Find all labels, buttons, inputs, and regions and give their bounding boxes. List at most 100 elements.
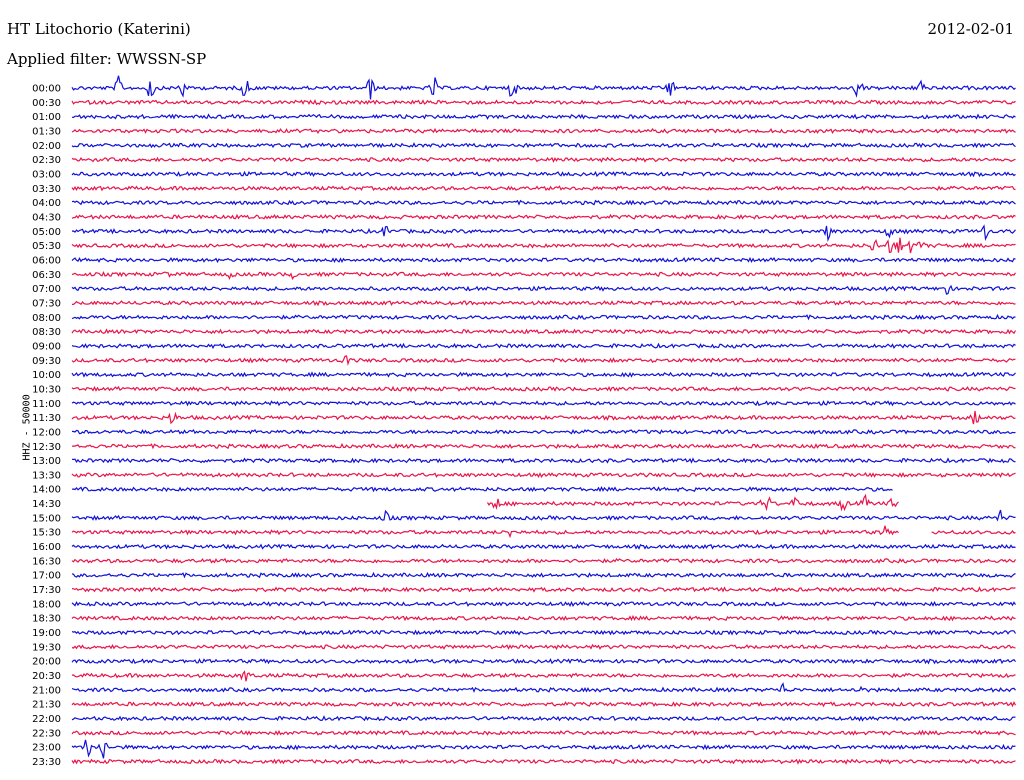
trace-1700: [71, 571, 1016, 579]
row-label-1800: 18:00: [32, 599, 61, 610]
trace-0500: [71, 224, 1016, 243]
row-label-1830: 18:30: [32, 614, 61, 625]
trace-0800: [71, 313, 1016, 321]
trace-2030: [71, 670, 1016, 682]
trace-0230: [71, 156, 1016, 163]
row-label-1130: 11:30: [32, 413, 61, 424]
row-label-1500: 15:00: [32, 513, 61, 524]
row-label-1230: 12:30: [32, 442, 61, 453]
trace-2300: [71, 739, 1016, 759]
trace-0900: [71, 342, 1016, 350]
trace-0600: [71, 256, 1016, 264]
trace-1930: [71, 643, 1016, 651]
trace-1800: [71, 600, 1016, 608]
row-label-2100: 21:00: [32, 685, 61, 696]
row-label-0400: 04:00: [32, 198, 61, 209]
row-label-0930: 09:30: [32, 356, 61, 367]
trace-2200: [71, 715, 1016, 722]
row-label-1000: 10:00: [32, 370, 61, 381]
row-label-2000: 20:00: [32, 657, 61, 668]
trace-1600: [71, 543, 1016, 550]
trace-1030: [71, 385, 1016, 392]
trace-0300: [71, 170, 1016, 178]
row-label-0500: 05:00: [32, 227, 61, 238]
row-label-0300: 03:00: [32, 169, 61, 180]
row-label-0530: 05:30: [32, 241, 61, 252]
row-label-0030: 00:30: [32, 98, 61, 109]
row-label-1900: 19:00: [32, 628, 61, 639]
row-label-0430: 04:30: [32, 212, 61, 223]
trace-2100: [71, 682, 1016, 693]
row-label-0800: 08:00: [32, 313, 61, 324]
row-label-0630: 06:30: [32, 270, 61, 281]
row-label-0330: 03:30: [32, 184, 61, 195]
trace-1230: [71, 442, 1016, 450]
trace-1430: [486, 493, 899, 512]
row-label-2300: 23:00: [32, 743, 61, 754]
row-label-2230: 22:30: [32, 728, 61, 739]
record-date: 2012-02-01: [927, 20, 1014, 38]
row-label-0000: 00:00: [32, 84, 61, 95]
row-label-1100: 11:00: [32, 399, 61, 410]
row-label-0100: 01:00: [32, 112, 61, 123]
row-label-0730: 07:30: [32, 298, 61, 309]
row-label-0200: 02:00: [32, 141, 61, 152]
trace-1330: [71, 472, 1016, 479]
trace-0100: [71, 113, 1016, 120]
trace-0830: [71, 328, 1017, 335]
applied-filter: Applied filter: WWSSN-SP: [7, 50, 207, 68]
row-label-1530: 15:30: [32, 528, 61, 539]
trace-0930: [71, 355, 1016, 366]
trace-1830: [71, 614, 1016, 622]
row-label-1630: 16:30: [32, 556, 61, 567]
trace-1630: [71, 557, 1017, 564]
row-label-1600: 16:00: [32, 542, 61, 553]
row-label-2030: 20:30: [32, 671, 61, 682]
row-label-1030: 10:30: [32, 384, 61, 395]
row-label-1300: 13:00: [32, 456, 61, 467]
row-label-2130: 21:30: [32, 700, 61, 711]
trace-2130: [71, 701, 1017, 708]
row-label-1200: 12:00: [32, 427, 61, 438]
trace-2230: [71, 729, 1016, 736]
trace-0700: [71, 284, 1016, 295]
row-label-1730: 17:30: [32, 585, 61, 596]
trace-1400: [71, 485, 893, 493]
trace-0200: [71, 142, 1016, 149]
trace-1730: [71, 586, 1016, 593]
trace-0000: [71, 75, 1016, 100]
trace-0030: [71, 99, 1016, 106]
trace-0630: [71, 271, 1017, 281]
trace-0130: [71, 127, 1016, 135]
trace-1100: [71, 400, 1016, 407]
trace-0730: [72, 299, 1016, 307]
trace-1900: [71, 629, 1017, 636]
trace-1000: [71, 371, 1016, 378]
station-title: HT Litochorio (Katerini): [7, 20, 191, 38]
row-label-1430: 14:30: [32, 499, 61, 510]
trace-0530: [71, 237, 1016, 254]
trace-1300: [71, 457, 1016, 464]
trace-2330: [71, 758, 1016, 765]
trace-1130: [71, 410, 1016, 425]
trace-1530: [71, 525, 1016, 539]
row-label-1930: 19:30: [32, 642, 61, 653]
trace-2000: [71, 658, 1016, 665]
row-label-0900: 09:00: [32, 341, 61, 352]
trace-0330: [71, 185, 1016, 192]
row-label-1330: 13:30: [32, 470, 61, 481]
row-label-2200: 22:00: [32, 714, 61, 725]
row-label-2330: 23:30: [32, 757, 61, 768]
row-label-0830: 08:30: [32, 327, 61, 338]
row-label-0600: 06:00: [32, 255, 61, 266]
trace-0430: [71, 213, 1016, 221]
row-label-1400: 14:00: [32, 485, 61, 496]
trace-1500: [71, 509, 1016, 522]
row-label-0130: 01:30: [32, 126, 61, 137]
trace-1200: [71, 428, 1016, 435]
row-label-0230: 02:30: [32, 155, 61, 166]
row-label-0700: 07:00: [32, 284, 61, 295]
trace-0400: [71, 199, 1016, 206]
row-label-1700: 17:00: [32, 571, 61, 582]
